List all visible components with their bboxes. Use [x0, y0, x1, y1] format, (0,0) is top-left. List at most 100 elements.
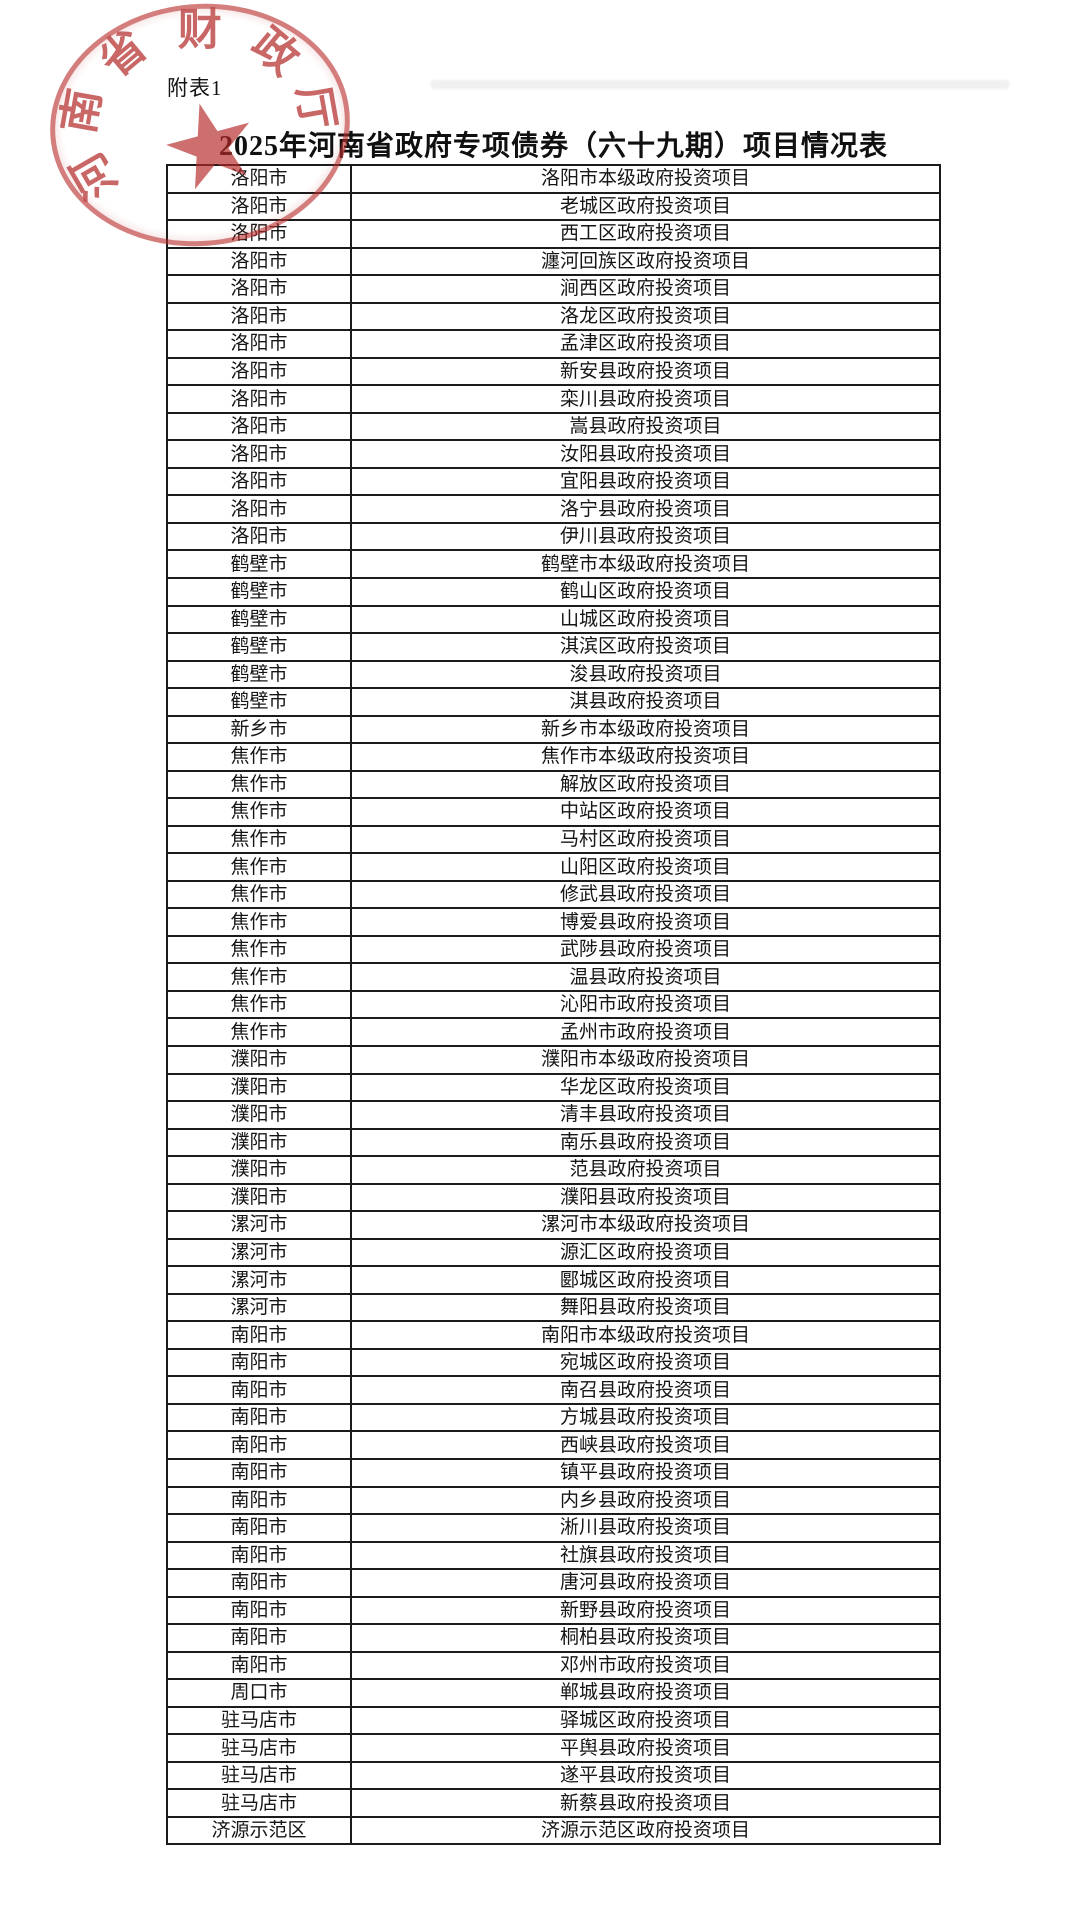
- table-row: 洛阳市 洛龙区政府投资项目: [168, 303, 939, 332]
- city-cell: 南阳市: [168, 1432, 352, 1458]
- project-cell: 社旗县政府投资项目: [559, 1544, 731, 1566]
- table-row: 洛阳市 西工区政府投资项目: [168, 221, 939, 249]
- city-cell: 漯河市: [168, 1267, 352, 1293]
- city-cell: 驻马店市: [168, 1790, 352, 1816]
- city-cell: 鹤壁市: [168, 661, 352, 688]
- table-row: 南阳市 桐柏县政府投资项目: [168, 1625, 939, 1653]
- project-cell: 浚县政府投资项目: [569, 663, 722, 685]
- city-cell: 焦作市: [168, 744, 352, 770]
- projects-table: 洛阳市 洛阳市本级政府投资项目 洛阳市 老城区政府投资项目 洛阳市 西工区政府投…: [166, 164, 941, 1845]
- project-cell: 老城区政府投资项目: [559, 195, 731, 217]
- project-cell: 中站区政府投资项目: [559, 801, 731, 823]
- city-cell: 驻马店市: [168, 1707, 352, 1734]
- city-cell: 济源示范区: [168, 1817, 352, 1844]
- project-cell: 遂平县政府投资项目: [559, 1765, 731, 1787]
- project-cell: 内乡县政府投资项目: [559, 1489, 731, 1511]
- city-cell: 南阳市: [168, 1377, 352, 1403]
- attachment-label: 附表1: [167, 76, 223, 100]
- project-cell: 嵩县政府投资项目: [569, 416, 722, 438]
- city-cell: 洛阳市: [168, 441, 352, 467]
- table-row: 驻马店市 新蔡县政府投资项目: [168, 1790, 939, 1818]
- project-cell: 济源示范区政府投资项目: [540, 1820, 750, 1842]
- project-cell: 鹤壁市本级政府投资项目: [540, 553, 750, 575]
- project-cell: 郸城县政府投资项目: [559, 1682, 731, 1704]
- table-row: 洛阳市 涧西区政府投资项目: [168, 276, 939, 304]
- table-row: 焦作市 解放区政府投资项目: [168, 771, 939, 800]
- table-row: 漯河市 舞阳县政府投资项目: [168, 1294, 939, 1323]
- city-cell: 焦作市: [168, 936, 352, 963]
- project-cell: 鹤山区政府投资项目: [559, 581, 731, 603]
- city-cell: 洛阳市: [168, 166, 352, 192]
- project-cell: 方城县政府投资项目: [559, 1407, 731, 1429]
- city-cell: 漯河市: [168, 1294, 352, 1321]
- city-cell: 焦作市: [168, 909, 352, 935]
- table-row: 洛阳市 伊川县政府投资项目: [168, 523, 939, 552]
- city-cell: 濮阳市: [168, 1102, 352, 1128]
- project-cell: 濮阳县政府投资项目: [559, 1186, 731, 1208]
- table-row: 鹤壁市 山城区政府投资项目: [168, 606, 939, 635]
- table-row: 漯河市 郾城区政府投资项目: [168, 1267, 939, 1295]
- project-cell: 瀍河回族区政府投资项目: [540, 250, 750, 272]
- page-title: 2025年河南省政府专项债券（六十九期）项目情况表: [218, 131, 888, 162]
- project-cell: 新安县政府投资项目: [559, 360, 731, 382]
- city-cell: 洛阳市: [168, 303, 352, 330]
- table-row: 驻马店市 遂平县政府投资项目: [168, 1762, 939, 1791]
- city-cell: 濮阳市: [168, 1184, 352, 1211]
- city-cell: 洛阳市: [168, 413, 352, 440]
- project-cell: 桐柏县政府投资项目: [559, 1627, 731, 1649]
- city-cell: 洛阳市: [168, 193, 352, 220]
- city-cell: 焦作市: [168, 1019, 352, 1045]
- project-cell: 郾城区政府投资项目: [559, 1269, 731, 1291]
- table-row: 漯河市 源汇区政府投资项目: [168, 1239, 939, 1268]
- city-cell: 漯河市: [168, 1239, 352, 1266]
- city-cell: 南阳市: [168, 1322, 352, 1348]
- city-cell: 南阳市: [168, 1597, 352, 1624]
- city-cell: 新乡市: [168, 716, 352, 743]
- table-row: 洛阳市 宜阳县政府投资项目: [168, 468, 939, 497]
- table-row: 周口市 郸城县政府投资项目: [168, 1680, 939, 1708]
- table-row: 洛阳市 孟津区政府投资项目: [168, 331, 939, 359]
- project-cell: 孟州市政府投资项目: [559, 1021, 731, 1043]
- table-row: 驻马店市 平舆县政府投资项目: [168, 1735, 939, 1763]
- table-row: 鹤壁市 淇滨区政府投资项目: [168, 634, 939, 662]
- city-cell: 洛阳市: [168, 331, 352, 357]
- project-cell: 山阳区政府投资项目: [559, 856, 731, 878]
- table-row: 漯河市 漯河市本级政府投资项目: [168, 1212, 939, 1240]
- table-row: 濮阳市 华龙区政府投资项目: [168, 1074, 939, 1103]
- table-row: 濮阳市 清丰县政府投资项目: [168, 1102, 939, 1130]
- table-row: 南阳市 唐河县政府投资项目: [168, 1570, 939, 1598]
- city-cell: 南阳市: [168, 1515, 352, 1541]
- project-cell: 马村区政府投资项目: [559, 829, 731, 851]
- city-cell: 南阳市: [168, 1404, 352, 1431]
- table-row: 南阳市 南阳市本级政府投资项目: [168, 1322, 939, 1350]
- project-cell: 洛龙区政府投资项目: [559, 305, 731, 327]
- city-cell: 洛阳市: [168, 358, 352, 385]
- project-cell: 南召县政府投资项目: [559, 1379, 731, 1401]
- city-cell: 南阳市: [168, 1487, 352, 1514]
- city-cell: 漯河市: [168, 1212, 352, 1238]
- project-cell: 源汇区政府投资项目: [559, 1241, 731, 1263]
- table-row: 南阳市 西峡县政府投资项目: [168, 1432, 939, 1460]
- city-cell: 鹤壁市: [168, 689, 352, 715]
- city-cell: 洛阳市: [168, 221, 352, 247]
- city-cell: 鹤壁市: [168, 606, 352, 633]
- table-row: 焦作市 孟州市政府投资项目: [168, 1019, 939, 1047]
- project-cell: 涧西区政府投资项目: [559, 278, 731, 300]
- project-cell: 解放区政府投资项目: [559, 773, 731, 795]
- table-row: 南阳市 邓州市政府投资项目: [168, 1652, 939, 1681]
- city-cell: 鹤壁市: [168, 578, 352, 605]
- city-cell: 南阳市: [168, 1625, 352, 1651]
- project-cell: 新乡市本级政府投资项目: [540, 718, 750, 740]
- project-cell: 镇平县政府投资项目: [559, 1462, 731, 1484]
- project-cell: 濮阳市本级政府投资项目: [540, 1049, 750, 1071]
- city-cell: 濮阳市: [168, 1074, 352, 1101]
- table-row: 焦作市 焦作市本级政府投资项目: [168, 744, 939, 772]
- table-row: 南阳市 宛城区政府投资项目: [168, 1349, 939, 1378]
- project-cell: 温县政府投资项目: [569, 966, 722, 988]
- project-cell: 博爱县政府投资项目: [559, 911, 731, 933]
- table-row: 濮阳市 濮阳县政府投资项目: [168, 1184, 939, 1213]
- project-cell: 焦作市本级政府投资项目: [540, 746, 750, 768]
- seal-char: 河: [62, 144, 127, 207]
- project-cell: 华龙区政府投资项目: [559, 1076, 731, 1098]
- city-cell: 洛阳市: [168, 523, 352, 550]
